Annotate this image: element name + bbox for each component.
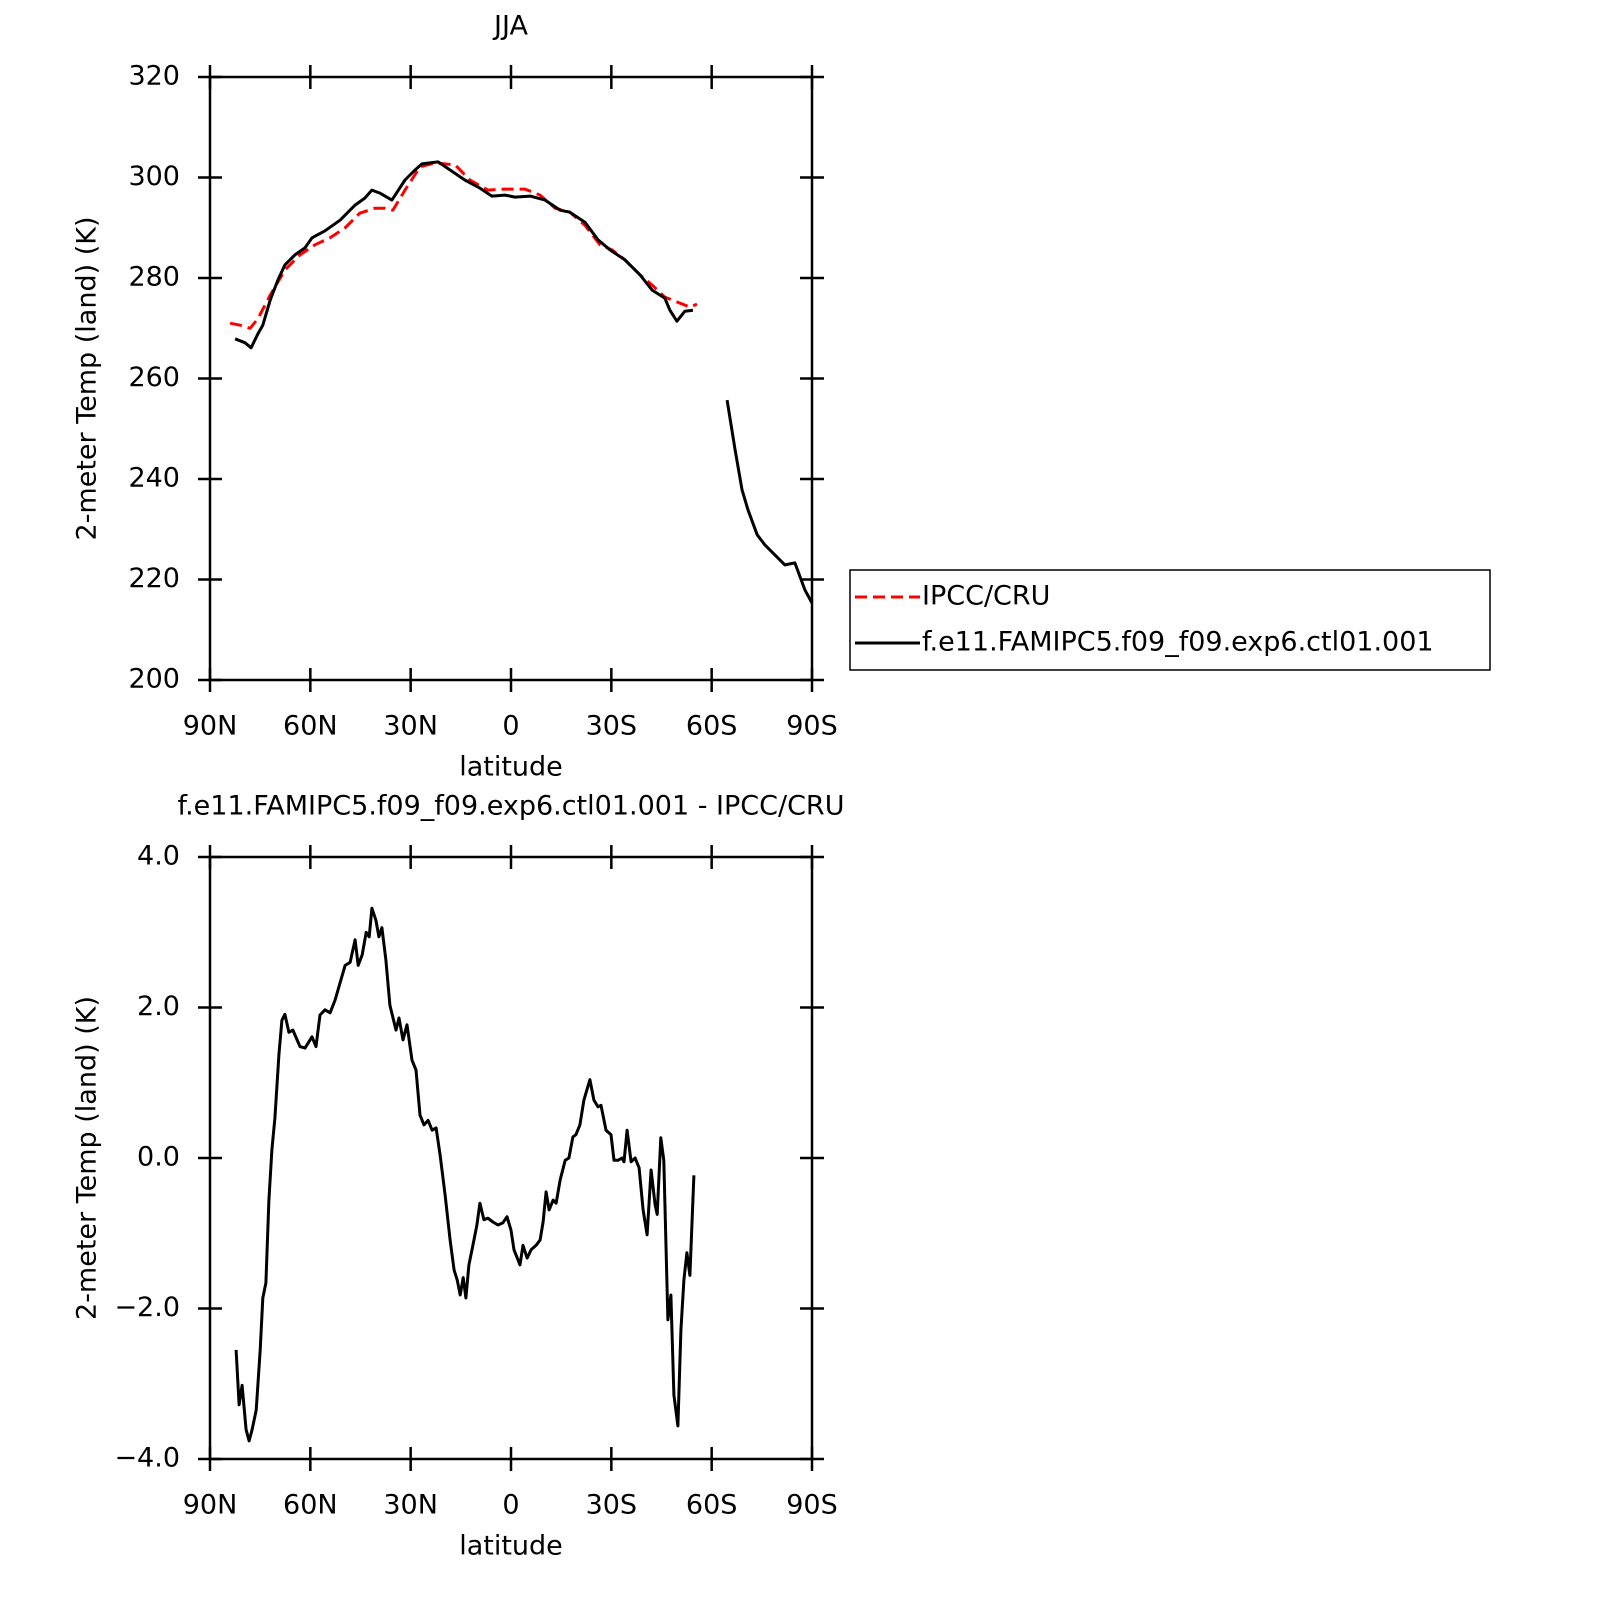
y-tick-label: 2.0 bbox=[137, 991, 180, 1022]
chart-title: f.e11.FAMIPC5.f09_f09.exp6.ctl01.001 - I… bbox=[178, 791, 845, 822]
x-tick-label: 90N bbox=[183, 1490, 238, 1521]
x-tick-label: 90S bbox=[786, 711, 838, 742]
x-axis-label: latitude bbox=[459, 752, 563, 783]
plot-frame bbox=[208, 855, 814, 1461]
data-line bbox=[229, 161, 698, 330]
x-tick-label: 0 bbox=[502, 711, 519, 742]
x-tick-label: 60N bbox=[283, 711, 338, 742]
legend-box bbox=[849, 569, 1491, 671]
y-axis-label: 2-meter Temp (land) (K) bbox=[72, 217, 103, 541]
data-line bbox=[234, 906, 696, 1443]
y-tick-label: 240 bbox=[128, 463, 180, 494]
x-tick-label: 0 bbox=[502, 1490, 519, 1521]
x-tick-label: 30N bbox=[383, 1490, 438, 1521]
y-tick-label: 280 bbox=[128, 262, 180, 293]
data-line bbox=[234, 160, 814, 604]
y-tick-label: 4.0 bbox=[137, 841, 180, 872]
x-tick-label: 60N bbox=[283, 1490, 338, 1521]
y-tick-label: 320 bbox=[128, 61, 180, 92]
x-tick-label: 90S bbox=[786, 1490, 838, 1521]
y-tick-label: 260 bbox=[128, 362, 180, 393]
x-tick-label: 30N bbox=[383, 711, 438, 742]
x-tick-label: 60S bbox=[686, 711, 738, 742]
plot-frame bbox=[208, 75, 814, 682]
chart-title: JJA bbox=[492, 11, 528, 42]
x-tick-label: 60S bbox=[686, 1490, 738, 1521]
y-tick-label: −4.0 bbox=[114, 1443, 180, 1474]
y-tick-label: −2.0 bbox=[114, 1292, 180, 1323]
y-tick-label: 220 bbox=[128, 563, 180, 594]
y-tick-label: 200 bbox=[128, 664, 180, 695]
legend-label: f.e11.FAMIPC5.f09_f09.exp6.ctl01.001 bbox=[922, 627, 1434, 658]
x-axis-label: latitude bbox=[459, 1531, 563, 1562]
x-tick-label: 90N bbox=[183, 711, 238, 742]
y-tick-label: 300 bbox=[128, 161, 180, 192]
x-tick-label: 30S bbox=[586, 1490, 638, 1521]
y-axis-label: 2-meter Temp (land) (K) bbox=[72, 996, 103, 1320]
legend-label: IPCC/CRU bbox=[922, 581, 1050, 612]
y-tick-label: 0.0 bbox=[137, 1142, 180, 1173]
x-tick-label: 30S bbox=[586, 711, 638, 742]
